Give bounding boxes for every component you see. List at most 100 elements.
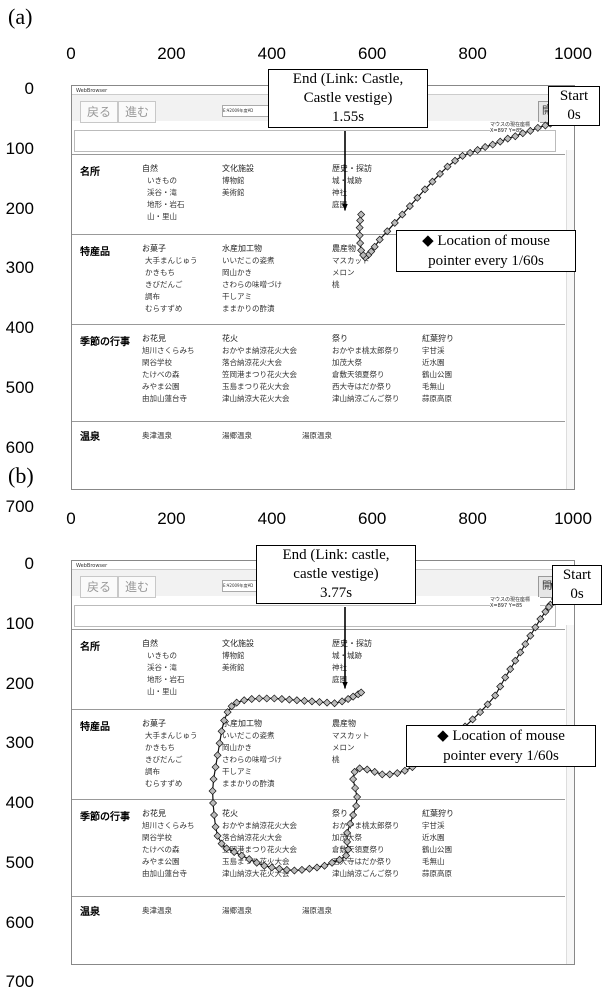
link-item[interactable]: みやま公園: [142, 857, 180, 866]
category-label[interactable]: 水産加工物: [222, 719, 262, 728]
category-label[interactable]: 歴史・探訪: [332, 164, 372, 173]
link-item[interactable]: みやま公園: [142, 382, 180, 391]
back-button[interactable]: 戻る: [80, 576, 119, 598]
back-button[interactable]: 戻る: [80, 101, 119, 123]
link-item[interactable]: 蒜原高原: [422, 869, 452, 878]
link-item[interactable]: 倉敷天領夏祭り: [332, 845, 385, 854]
link-item[interactable]: かきもち: [145, 268, 175, 277]
category-label[interactable]: 水産加工物: [222, 244, 262, 253]
link-item[interactable]: むらすずめ: [145, 779, 183, 788]
link-item[interactable]: 神社: [332, 188, 347, 197]
link-item[interactable]: 鶴山公園: [422, 845, 452, 854]
category-label[interactable]: 農産物: [332, 719, 356, 728]
link-item[interactable]: 湯郷温泉: [222, 431, 252, 440]
category-label[interactable]: 紅葉狩り: [422, 809, 454, 818]
category-label[interactable]: 花火: [222, 334, 238, 343]
link-item[interactable]: 旭川さくらみち: [142, 346, 195, 355]
link-item[interactable]: 渓谷・滝: [147, 663, 177, 672]
link-item[interactable]: 城・城跡: [332, 176, 362, 185]
link-item[interactable]: ままかりの酢漬: [222, 304, 275, 313]
link-item[interactable]: 博物館: [222, 176, 245, 185]
link-item[interactable]: 山・里山: [147, 687, 177, 696]
link-item[interactable]: 岡山かき: [222, 743, 252, 752]
link-item[interactable]: 調布: [145, 292, 160, 301]
link-item[interactable]: ままかりの酢漬: [222, 779, 275, 788]
link-item[interactable]: 宇甘渓: [422, 821, 445, 830]
link-item[interactable]: マスカット: [332, 731, 370, 740]
link-item[interactable]: 落合納涼花火大会: [222, 358, 282, 367]
link-item[interactable]: メロン: [332, 743, 355, 752]
category-label[interactable]: 祭り: [332, 334, 348, 343]
category-label[interactable]: 歴史・探訪: [332, 639, 372, 648]
link-item[interactable]: 地形・岩石: [147, 675, 185, 684]
link-item[interactable]: いいだこの姿煮: [222, 731, 275, 740]
category-label[interactable]: 紅葉狩り: [422, 334, 454, 343]
link-item[interactable]: たけべの森: [142, 370, 180, 379]
link-item[interactable]: おかやま納涼花火大会: [222, 821, 297, 830]
content-text-field[interactable]: [74, 130, 556, 152]
link-item[interactable]: マスカット: [332, 256, 370, 265]
link-item[interactable]: 由加山蓮台寺: [142, 869, 187, 878]
category-label[interactable]: 自然: [142, 639, 158, 648]
category-label[interactable]: 花火: [222, 809, 238, 818]
link-item[interactable]: おかやま納涼花火大会: [222, 346, 297, 355]
category-label[interactable]: お菓子: [142, 244, 166, 253]
link-item[interactable]: いきもの: [147, 651, 177, 660]
link-item[interactable]: いいだこの姿煮: [222, 256, 275, 265]
forward-button[interactable]: 進む: [118, 576, 157, 598]
scrollbar[interactable]: [566, 150, 574, 489]
forward-button[interactable]: 進む: [118, 101, 157, 123]
link-item[interactable]: 宇甘渓: [422, 346, 445, 355]
link-item[interactable]: 桃: [332, 280, 340, 289]
link-item[interactable]: 美術館: [222, 188, 245, 197]
scrollbar[interactable]: [566, 625, 574, 964]
category-label[interactable]: 自然: [142, 164, 158, 173]
link-item[interactable]: 津山納涼大花火大会: [222, 869, 290, 878]
link-item[interactable]: 鶴山公園: [422, 370, 452, 379]
link-item[interactable]: 近水園: [422, 833, 445, 842]
category-label[interactable]: お菓子: [142, 719, 166, 728]
link-item[interactable]: たけべの森: [142, 845, 180, 854]
link-item[interactable]: 蒜原高原: [422, 394, 452, 403]
link-item[interactable]: 美術館: [222, 663, 245, 672]
category-label[interactable]: 祭り: [332, 809, 348, 818]
link-item[interactable]: 笠岡港まつり花火大会: [222, 370, 297, 379]
link-item[interactable]: 湯原温泉: [302, 431, 332, 440]
link-item[interactable]: 干しアミ: [222, 767, 252, 776]
link-item[interactable]: 山・里山: [147, 212, 177, 221]
link-item[interactable]: 奥津温泉: [142, 906, 172, 915]
link-item[interactable]: 神社: [332, 663, 347, 672]
link-item[interactable]: 渓谷・滝: [147, 188, 177, 197]
link-item[interactable]: 大手まんじゅう: [145, 256, 198, 265]
link-item[interactable]: 落合納涼花火大会: [222, 833, 282, 842]
link-item[interactable]: メロン: [332, 268, 355, 277]
link-item[interactable]: 城・城跡: [332, 651, 362, 660]
category-label[interactable]: お花見: [142, 809, 166, 818]
link-item[interactable]: きびだんご: [145, 755, 183, 764]
link-item[interactable]: 庭園: [332, 675, 347, 684]
link-item[interactable]: 博物館: [222, 651, 245, 660]
link-item[interactable]: さわらの味噌づけ: [222, 755, 282, 764]
link-item[interactable]: 岡山かき: [222, 268, 252, 277]
link-item[interactable]: 笠岡港まつり花火大会: [222, 845, 297, 854]
link-item[interactable]: 桃: [332, 755, 340, 764]
link-item[interactable]: むらすずめ: [145, 304, 183, 313]
link-item[interactable]: 奥津温泉: [142, 431, 172, 440]
link-item[interactable]: 調布: [145, 767, 160, 776]
link-item[interactable]: 倉敷天領夏祭り: [332, 370, 385, 379]
link-item[interactable]: 閑谷学校: [142, 358, 172, 367]
link-item[interactable]: 毛無山: [422, 382, 445, 391]
link-item[interactable]: 津山納涼ごんご祭り: [332, 869, 400, 878]
link-item[interactable]: 旭川さくらみち: [142, 821, 195, 830]
link-item[interactable]: いきもの: [147, 176, 177, 185]
link-item[interactable]: おかやま桃太郎祭り: [332, 821, 400, 830]
link-item[interactable]: 庭園: [332, 200, 347, 209]
link-item[interactable]: 津山納涼大花火大会: [222, 394, 290, 403]
link-item[interactable]: かきもち: [145, 743, 175, 752]
link-item[interactable]: 津山納涼ごんご祭り: [332, 394, 400, 403]
link-item[interactable]: 近水園: [422, 358, 445, 367]
link-item[interactable]: 由加山蓮台寺: [142, 394, 187, 403]
link-item[interactable]: 加茂大祭: [332, 358, 362, 367]
link-item[interactable]: 閑谷学校: [142, 833, 172, 842]
link-item[interactable]: 西大寺はだか祭り: [332, 382, 392, 391]
